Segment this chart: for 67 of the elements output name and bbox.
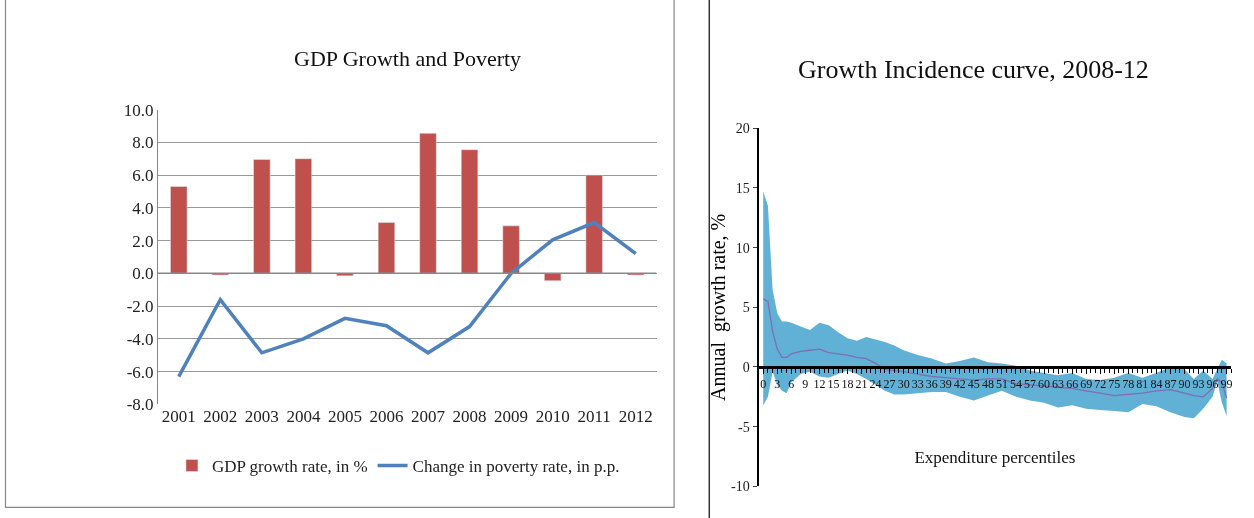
x-tick-label: 2001 (161, 407, 196, 427)
x-tick-label: 51 (995, 377, 1008, 392)
y-tick-label: 0 (742, 359, 750, 375)
y-tick-label: -2.0 (126, 297, 154, 317)
x-tick-label: 2010 (535, 407, 570, 427)
x-tick-label: 81 (1136, 377, 1149, 392)
x-tick-label: 2003 (244, 407, 279, 427)
x-tick-label: 15 (827, 377, 840, 392)
x-tick-label: 36 (925, 377, 938, 392)
x-tick-label: 78 (1122, 377, 1135, 392)
x-tick-label: 96 (1206, 377, 1219, 392)
x-tick-label: 2004 (286, 407, 321, 427)
x-tick-label: 75 (1108, 377, 1121, 392)
x-tick-label: 2008 (452, 407, 487, 427)
y-tick-label: 10 (735, 240, 750, 256)
x-tick-label: 45 (967, 377, 980, 392)
y-tick-label: 8.0 (132, 133, 154, 153)
x-tick-label: 18 (841, 377, 854, 392)
x-tick-label: 21 (855, 377, 868, 392)
x-tick-label: 42 (953, 377, 966, 392)
y-tick-label: 5 (742, 300, 750, 316)
y-tick-label: 2.0 (132, 231, 154, 251)
legend-label: Change in poverty rate, in p.p. (412, 457, 620, 477)
x-tick-label: 66 (1066, 377, 1079, 392)
y-tick-label: 15 (735, 180, 750, 196)
x-tick-label: 3 (774, 377, 781, 392)
x-tick-label: 2002 (203, 407, 238, 427)
x-tick-label: 63 (1052, 377, 1065, 392)
x-tick-label: 9 (802, 377, 809, 392)
y-axis-title: Annual growth rate, % (707, 213, 731, 401)
x-tick-label: 84 (1150, 377, 1163, 392)
x-tick-label: 33 (911, 377, 924, 392)
x-tick-label: 60 (1038, 377, 1051, 392)
chart-title: Growth Incidence curve, 2008-12 (798, 55, 1149, 84)
x-tick-label: 30 (897, 377, 910, 392)
y-tick-label: 4.0 (132, 198, 154, 218)
y-tick-label: 10.0 (123, 100, 154, 120)
y-tick-label: 0.0 (132, 264, 154, 284)
x-tick-label: 2005 (327, 407, 362, 427)
x-tick-label: 2009 (494, 407, 529, 427)
x-tick-label: 57 (1024, 377, 1037, 392)
x-tick-label: 72 (1094, 377, 1107, 392)
x-tick-label: 12 (813, 377, 826, 392)
y-tick-label: 20 (735, 121, 750, 137)
y-tick-label: -10 (731, 479, 750, 495)
x-tick-label: 90 (1178, 377, 1191, 392)
x-axis-title: Expenditure percentiles (914, 447, 1076, 467)
x-tick-label: 2006 (369, 407, 404, 427)
y-tick-label: 6.0 (132, 166, 154, 186)
x-tick-label: 87 (1164, 377, 1177, 392)
x-tick-label: 99 (1220, 377, 1233, 392)
y-tick-label: -5 (738, 419, 750, 435)
x-tick-label: 2012 (618, 407, 653, 427)
x-tick-label: 0 (760, 377, 767, 392)
x-tick-label: 27 (883, 377, 896, 392)
x-tick-label: 54 (1009, 377, 1022, 392)
legend-label: GDP growth rate, in % (211, 457, 368, 477)
x-tick-label: 39 (939, 377, 952, 392)
y-tick-label: -6.0 (126, 362, 154, 382)
x-tick-label: 48 (981, 377, 994, 392)
y-tick-label: -8.0 (126, 395, 154, 415)
x-tick-label: 93 (1192, 377, 1205, 392)
x-tick-label: 69 (1080, 377, 1093, 392)
chart-title: GDP Growth and Poverty (294, 46, 522, 71)
y-tick-label: -4.0 (126, 329, 154, 349)
x-tick-label: 2011 (577, 407, 611, 427)
x-tick-label: 2007 (411, 407, 446, 427)
